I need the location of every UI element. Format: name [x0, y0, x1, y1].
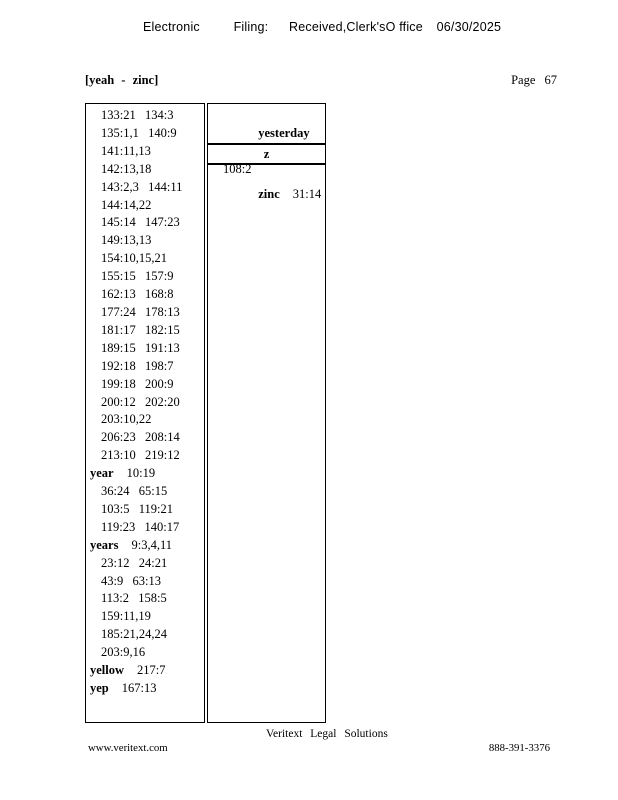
index-word: year: [90, 466, 114, 481]
index-refs: 217:7: [137, 663, 166, 678]
index-entry-refs: 108:2: [223, 161, 252, 176]
index-left-column: 133:21 134:3 135:1,1 140:9 141:11,13 142:13…: [85, 103, 205, 723]
page-word: Page: [511, 73, 536, 87]
word-range-label: [yeah - zinc]: [85, 73, 159, 87]
index-entry-refs: 133:21 134:3: [101, 108, 174, 122]
index-entry-refs: 36:24 65:15: [101, 484, 168, 499]
index-entry-refs: 145:14 147:23: [101, 215, 180, 230]
footer-company-name: Veritext Legal Solutions: [266, 728, 388, 740]
index-entry-refs: 144:14,22: [101, 197, 152, 212]
index-entry-refs: 203:9,16: [101, 645, 146, 660]
index-refs: 31:14: [292, 186, 322, 201]
index-entry-refs: 142:13,18: [101, 161, 152, 176]
index-entry-refs: 206:23 208:14: [101, 430, 180, 445]
index-entry-refs: 181:17 182:15: [101, 322, 180, 337]
index-entry-refs: 143:2,3 144:11: [101, 179, 183, 194]
index-word: yellow: [90, 663, 125, 678]
index-entry-word: yellow 217:7: [86, 662, 204, 680]
efiling-word-filing: Filing:: [233, 20, 269, 34]
page-number-label: Page 67: [511, 73, 557, 88]
efiling-word-electronic: Electronic: [143, 20, 200, 34]
index-entry-refs: 159:11,19: [101, 609, 151, 624]
index-entry-refs: 189:15 191:13: [101, 340, 180, 355]
index-entry-word: yep 167:13: [86, 680, 204, 698]
index-entry-refs: 199:18 200:9: [101, 376, 174, 391]
index-entry-refs: 177:24 178:13: [101, 304, 180, 319]
index-entry-refs: 162:13 168:8: [101, 287, 174, 302]
index-entry-refs: 192:18 198:7: [101, 358, 174, 373]
index-entry-refs: 119:23 140:17: [101, 519, 180, 534]
index-entry-word: yesterday: [208, 107, 325, 161]
index-range-row: [yeah - zinc] Page 67: [85, 73, 557, 88]
index-entry-refs: 155:15 157:9: [101, 269, 174, 284]
index-right-column: yesterday 108:2 z zinc 31:14: [207, 103, 326, 723]
section-letter-z: z: [207, 144, 326, 164]
index-refs: 167:13: [121, 681, 157, 695]
index-entry-word: zinc 31:14: [208, 168, 325, 222]
index-entry-refs: 135:1,1 140:9: [101, 125, 177, 140]
index-entry-word: years 9:3,4,11: [86, 537, 204, 555]
index-entry-refs: 213:10 219:12: [101, 448, 180, 463]
index-entry-refs: 200:12 202:20: [101, 394, 180, 409]
footer-website: www.veritext.com: [88, 742, 168, 754]
index-refs: 10:19: [126, 466, 156, 481]
page-number: 67: [544, 73, 558, 87]
index-word: yep: [90, 681, 109, 695]
efiling-date: 06/30/2025: [436, 20, 502, 34]
efiling-stamp: Electronic Filing: Received,Clerk'sO ffi…: [143, 20, 501, 34]
index-entry-refs: 154:10,15,21: [101, 251, 167, 266]
index-entry-refs: 149:13,13: [101, 233, 152, 248]
index-word: yesterday: [258, 125, 310, 140]
index-entry-refs: 23:12 24:21: [101, 555, 168, 570]
index-entry-refs: 141:11,13: [101, 143, 151, 158]
index-word: zinc: [258, 186, 280, 201]
word-index: 133:21 134:3 135:1,1 140:9 141:11,13 142:13…: [85, 103, 326, 723]
index-entry-yesterday: yesterday 108:2: [207, 103, 326, 176]
index-entry-refs: 43:9 63:13: [101, 573, 161, 588]
footer-phone: 888-391-3376: [488, 742, 550, 754]
index-entry-refs: 185:21,24,24: [101, 627, 167, 642]
index-entry-zinc: zinc 31:14: [207, 164, 326, 723]
index-word: years: [90, 537, 119, 552]
index-entry-refs: 103:5 119:21: [101, 501, 173, 516]
index-entry-refs: 203:10,22: [101, 412, 152, 427]
index-entry-refs: 113:2 158:5: [101, 591, 167, 606]
index-refs: 9:3,4,11: [131, 537, 172, 552]
index-entry-word: year 10:19: [86, 465, 204, 483]
efiling-word-received: Received,Clerk'sO ffice: [289, 20, 423, 34]
